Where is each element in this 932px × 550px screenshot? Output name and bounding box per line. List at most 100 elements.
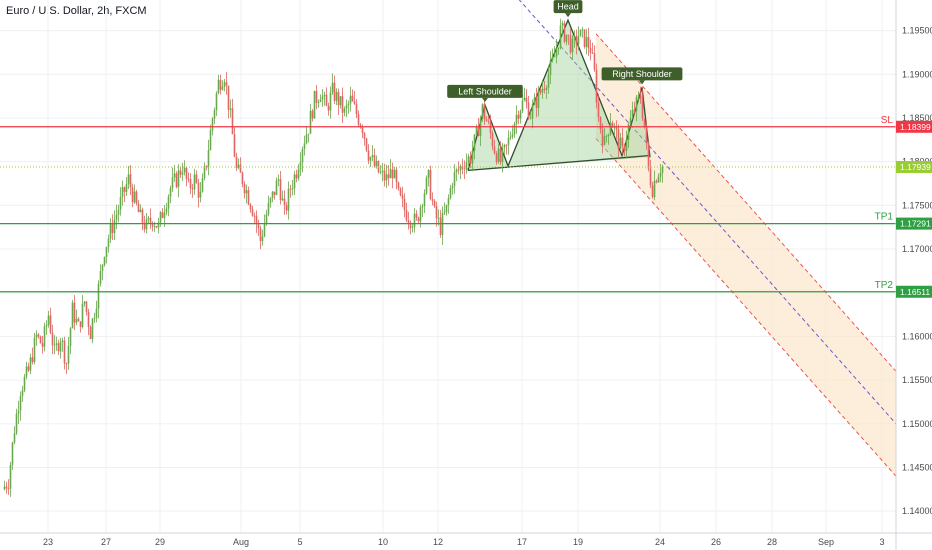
candle-body bbox=[303, 143, 306, 150]
candle-body bbox=[151, 222, 154, 227]
candle-body bbox=[519, 111, 522, 119]
candle-body bbox=[119, 196, 122, 210]
candle-body bbox=[325, 94, 328, 107]
candle-body bbox=[459, 166, 462, 171]
neckline bbox=[467, 154, 651, 172]
candle-body bbox=[331, 82, 334, 93]
candle-body bbox=[437, 217, 440, 219]
channel-fill bbox=[596, 33, 896, 477]
candle-body bbox=[215, 93, 218, 110]
candle-body bbox=[189, 178, 192, 189]
candle-body bbox=[227, 85, 230, 110]
candle-body bbox=[39, 336, 42, 344]
pattern-labels: Left Shoulder Head Right Shoulder bbox=[447, 0, 683, 102]
candle-body bbox=[121, 187, 124, 197]
candle-body bbox=[165, 208, 168, 213]
candle-body bbox=[327, 106, 330, 111]
level-label-tp1: TP1 bbox=[875, 212, 894, 223]
candle-body bbox=[629, 117, 632, 125]
candle-body bbox=[355, 103, 358, 115]
candle-body bbox=[47, 315, 50, 325]
candle-body bbox=[411, 227, 414, 229]
candle-body bbox=[93, 317, 96, 319]
candle-body bbox=[439, 217, 442, 235]
candle-body bbox=[395, 169, 398, 183]
candle-body bbox=[549, 60, 552, 75]
pattern-label: Head bbox=[553, 0, 583, 18]
candle-body bbox=[563, 23, 566, 42]
candle-body bbox=[525, 97, 528, 103]
candle-body bbox=[541, 88, 544, 93]
candle-body bbox=[581, 29, 584, 31]
candle-body bbox=[45, 324, 48, 327]
candle-body bbox=[561, 23, 564, 26]
candle-body bbox=[611, 122, 614, 128]
channel-upper-line bbox=[595, 33, 897, 372]
candle-body bbox=[23, 376, 26, 391]
candle-body bbox=[41, 343, 44, 347]
time-axis[interactable]: 23 27 29 Aug 5 10 12 17 19 24 26 28 Sep 3 bbox=[0, 532, 932, 547]
candle-body bbox=[505, 144, 508, 146]
candle-body bbox=[287, 188, 290, 211]
price-tick-label: 1.14000 bbox=[902, 506, 932, 516]
candle-body bbox=[535, 97, 538, 109]
candle-body bbox=[229, 108, 232, 110]
candle-body bbox=[529, 118, 532, 120]
candle-body bbox=[637, 95, 640, 98]
candlesticks bbox=[3, 18, 664, 497]
candle-body bbox=[577, 36, 580, 45]
candle-body bbox=[193, 174, 196, 190]
candle-body bbox=[553, 56, 556, 58]
candle-body bbox=[565, 34, 568, 42]
candle-body bbox=[497, 148, 500, 163]
candle-body bbox=[311, 110, 314, 119]
candle-body bbox=[69, 328, 72, 346]
candle-body bbox=[221, 86, 224, 90]
candle-body bbox=[635, 97, 638, 112]
candle-body bbox=[243, 184, 246, 194]
candle-body bbox=[77, 318, 80, 322]
candle-body bbox=[61, 340, 64, 342]
candle-body bbox=[301, 149, 304, 163]
price-tag-label: 1.17291 bbox=[900, 219, 931, 229]
candle-body bbox=[619, 137, 622, 149]
candle-body bbox=[483, 104, 486, 120]
candle-body bbox=[273, 191, 276, 195]
candle-body bbox=[199, 191, 202, 198]
price-tag-label: 1.18399 bbox=[900, 122, 931, 132]
price-levels[interactable]: SL TP1 TP2 bbox=[0, 115, 896, 293]
candle-body bbox=[397, 182, 400, 189]
candle-body bbox=[101, 264, 104, 272]
candle-body bbox=[435, 205, 438, 219]
candle-body bbox=[143, 223, 146, 230]
candle-body bbox=[623, 146, 626, 152]
candle-body bbox=[609, 122, 612, 135]
candle-body bbox=[583, 29, 586, 47]
candle-body bbox=[621, 137, 624, 147]
candle-body bbox=[283, 198, 286, 206]
candle-body bbox=[103, 257, 106, 265]
candle-body bbox=[363, 133, 366, 139]
pattern-label-pointer bbox=[639, 80, 645, 85]
candle-body bbox=[145, 219, 148, 230]
candle-body bbox=[175, 173, 178, 188]
candle-body bbox=[573, 35, 576, 39]
candle-body bbox=[655, 180, 658, 183]
candle-body bbox=[361, 127, 364, 134]
candle-body bbox=[421, 206, 424, 208]
regression-channel[interactable] bbox=[500, 0, 897, 477]
candle-body bbox=[241, 172, 244, 185]
candle-body bbox=[605, 136, 608, 137]
price-axis[interactable]: 1.14000 1.14500 1.15000 1.15500 1.16000 1.165… bbox=[895, 0, 932, 550]
candle-body bbox=[425, 177, 428, 194]
price-tick-label: 1.17000 bbox=[902, 244, 932, 254]
candle-body bbox=[55, 343, 58, 345]
candle-body bbox=[315, 90, 318, 103]
candle-body bbox=[517, 114, 520, 119]
candle-body bbox=[587, 37, 590, 49]
candle-body bbox=[465, 162, 468, 170]
candle-body bbox=[211, 118, 214, 131]
candle-body bbox=[35, 334, 38, 338]
candle-body bbox=[617, 129, 620, 149]
